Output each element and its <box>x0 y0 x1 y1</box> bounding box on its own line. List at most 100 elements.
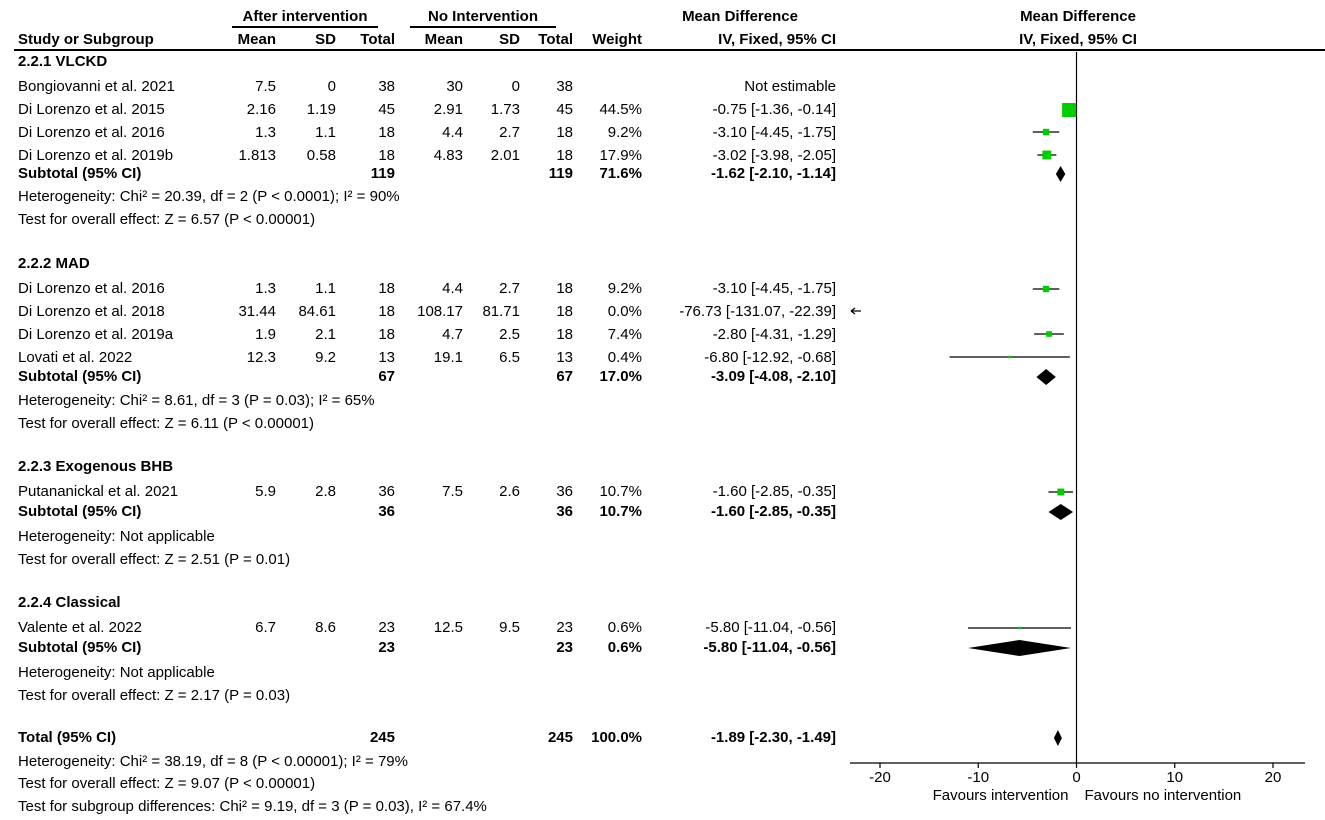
x-tick-label: 20 <box>1265 769 1282 786</box>
total-n1: 245 <box>369 729 395 746</box>
group-header-no: No Intervention <box>427 8 538 25</box>
study-name: Valente et al. 2022 <box>18 619 142 636</box>
study-sd1: 1.19 <box>306 101 336 118</box>
study-n2: 38 <box>556 78 573 95</box>
effect-square <box>1018 626 1021 630</box>
heterogeneity-text: Heterogeneity: Chi² = 20.39, df = 2 (P <… <box>18 188 400 205</box>
study-weight: 0.4% <box>607 349 642 366</box>
subtotal-n2: 67 <box>556 368 573 385</box>
study-name: Lovati et al. 2022 <box>18 349 133 366</box>
study-n2: 23 <box>556 619 573 636</box>
study-n2: 18 <box>556 124 573 141</box>
subgroup-title: 2.2.1 VLCKD <box>18 53 108 70</box>
subgroup-differences-text: Test for subgroup differences: Chi² = 9.… <box>18 798 487 815</box>
subtotal-ci: -3.09 [-4.08, -2.10] <box>710 368 836 385</box>
overall-effect-text: Test for overall effect: Z = 2.17 (P = 0… <box>18 687 291 704</box>
pooled-diamond <box>1036 369 1056 385</box>
study-n1: 45 <box>378 101 395 118</box>
overall-effect-text: Test for overall effect: Z = 6.11 (P < 0… <box>18 415 315 432</box>
study-sd2: 81.71 <box>482 303 520 320</box>
study-n1: 23 <box>378 619 395 636</box>
study-n1: 18 <box>378 326 395 343</box>
study-sd1: 2.8 <box>315 483 336 500</box>
study-sd1: 8.6 <box>315 619 336 636</box>
group-header-md: Mean Difference <box>682 8 798 25</box>
total-overall-effect-text: Test for overall effect: Z = 9.07 (P < 0… <box>18 775 316 792</box>
study-mean2: 4.4 <box>442 280 463 297</box>
heterogeneity-text: Heterogeneity: Not applicable <box>18 664 215 681</box>
study-sd1: 2.1 <box>315 326 336 343</box>
subtotal-n2: 23 <box>556 639 573 656</box>
study-weight: 10.7% <box>599 483 642 500</box>
pooled-diamond <box>968 640 1071 656</box>
study-n1: 13 <box>378 349 395 366</box>
subtotal-n1: 23 <box>378 639 395 656</box>
study-mean2: 12.5 <box>433 619 463 636</box>
subtotal-weight: 0.6% <box>607 639 642 656</box>
x-tick-label: 10 <box>1166 769 1183 786</box>
col-sd2: SD <box>499 31 520 48</box>
total-ci: -1.89 [-2.30, -1.49] <box>710 729 836 746</box>
study-ci: -5.80 [-11.04, -0.56] <box>705 619 836 636</box>
study-n2: 13 <box>556 349 573 366</box>
subgroup-title: 2.2.4 Classical <box>18 594 121 611</box>
study-sd1: 0.58 <box>306 147 336 164</box>
total-n2: 245 <box>547 729 573 746</box>
study-mean1: 2.16 <box>246 101 276 118</box>
study-n2: 18 <box>556 147 573 164</box>
study-n2: 36 <box>556 483 573 500</box>
study-mean1: 7.5 <box>255 78 276 95</box>
effect-square <box>1042 128 1050 136</box>
col-sd: SD <box>315 31 336 48</box>
subtotal-weight: 71.6% <box>599 165 642 182</box>
pooled-diamond <box>1055 166 1066 182</box>
group-header-after: After intervention <box>242 8 368 25</box>
subtotal-n1: 119 <box>370 165 395 182</box>
study-ci: Not estimable <box>744 78 836 95</box>
subtotal-ci: -1.62 [-2.10, -1.14] <box>710 165 836 182</box>
effect-square <box>1057 488 1065 496</box>
subtotal-label: Subtotal (95% CI) <box>18 368 142 385</box>
study-name: Bongiovanni et al. 2021 <box>18 78 175 95</box>
subtotal-weight: 17.0% <box>599 368 642 385</box>
effect-square <box>1042 150 1052 160</box>
study-mean1: 1.9 <box>255 326 276 343</box>
study-name: Di Lorenzo et al. 2019a <box>18 326 174 343</box>
total-weight: 100.0% <box>591 729 642 746</box>
study-name: Di Lorenzo et al. 2016 <box>18 124 165 141</box>
study-sd2: 2.7 <box>499 124 520 141</box>
study-mean2: 19.1 <box>433 349 463 366</box>
x-tick-label: 0 <box>1072 769 1080 786</box>
study-name: Putananickal et al. 2021 <box>18 483 179 500</box>
x-tick-label: -20 <box>869 769 891 786</box>
subgroup-title: 2.2.2 MAD <box>18 255 90 272</box>
effect-square <box>1042 285 1050 293</box>
study-ci: -76.73 [-131.07, -22.39] <box>679 303 836 320</box>
col-md-plot: IV, Fixed, 95% CI <box>1019 31 1137 48</box>
subtotal-weight: 10.7% <box>599 503 642 520</box>
study-name: Di Lorenzo et al. 2015 <box>18 101 165 118</box>
group-underline-no <box>410 26 556 28</box>
subtotal-label: Subtotal (95% CI) <box>18 503 142 520</box>
subtotal-label: Subtotal (95% CI) <box>18 165 142 182</box>
study-sd2: 2.5 <box>499 326 520 343</box>
pooled-diamond <box>1048 504 1074 520</box>
x-tick-label: -10 <box>967 769 989 786</box>
study-sd1: 0 <box>327 78 336 95</box>
subtotal-n1: 36 <box>378 503 395 520</box>
study-weight: 9.2% <box>607 280 642 297</box>
study-name: Di Lorenzo et al. 2016 <box>18 280 165 297</box>
study-mean1: 1.813 <box>238 147 276 164</box>
study-ci: -3.10 [-4.45, -1.75] <box>712 280 836 297</box>
study-mean2: 4.4 <box>442 124 463 141</box>
study-weight: 44.5% <box>599 101 642 118</box>
study-name: Di Lorenzo et al. 2019b <box>18 147 174 164</box>
overall-effect-text: Test for overall effect: Z = 2.51 (P = 0… <box>18 551 291 568</box>
study-sd2: 2.01 <box>490 147 520 164</box>
study-ci: -1.60 [-2.85, -0.35] <box>712 483 836 500</box>
study-n2: 18 <box>556 303 573 320</box>
effect-square <box>1008 355 1011 359</box>
study-sd2: 0 <box>511 78 520 95</box>
offscale-arrow <box>850 307 861 315</box>
